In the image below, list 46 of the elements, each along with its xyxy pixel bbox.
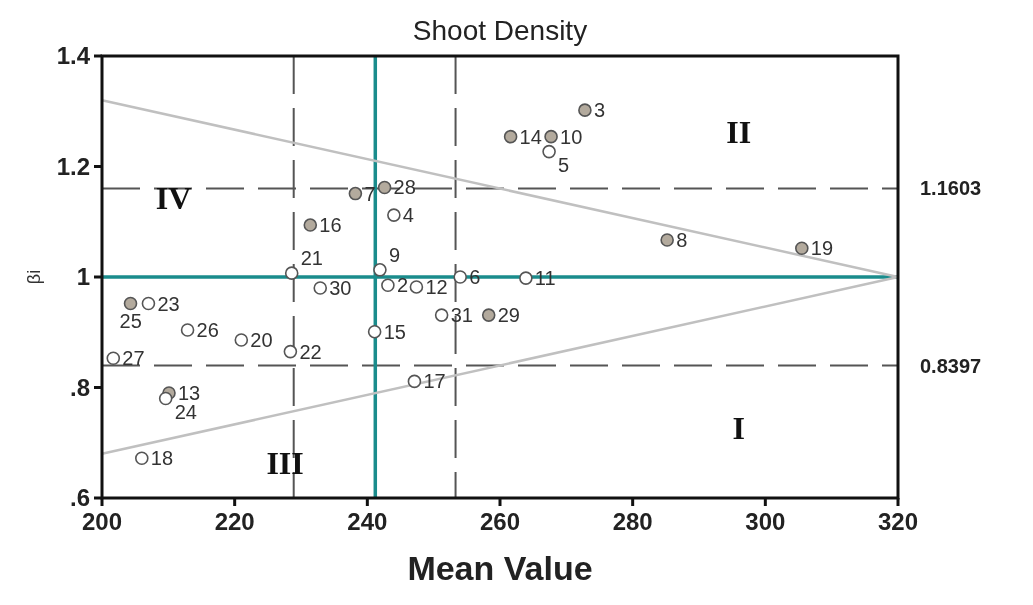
x-tick-label: 260 (479, 508, 521, 535)
annotation: 31 (450, 304, 473, 327)
annotation: III (266, 445, 304, 482)
x-tick-label: 320 (877, 508, 919, 535)
annotation: 21 (300, 247, 323, 270)
annotation: I (732, 410, 746, 447)
annotation: 29 (497, 304, 520, 327)
ref-line-label: 0.8397 (920, 354, 982, 377)
annotation: 15 (383, 320, 406, 343)
annotation: 28 (393, 176, 416, 199)
annotation: 26 (196, 319, 219, 342)
y-tick-label: .6 (69, 484, 90, 511)
annotation: 12 (425, 275, 448, 298)
y-tick-label: 1.2 (56, 152, 90, 180)
annotation: 30 (329, 277, 352, 300)
annotation: 10 (560, 125, 583, 148)
annotation: 23 (157, 292, 180, 315)
x-tick-label: 200 (81, 508, 123, 535)
chart-title: Shoot Density (412, 15, 588, 46)
annotation: 9 (388, 243, 401, 266)
annotation: 22 (299, 340, 322, 363)
annotation: 19 (810, 237, 834, 260)
y-axis-title: βi (24, 269, 44, 285)
annotation: 27 (122, 347, 145, 370)
x-tick-label: 220 (214, 508, 255, 535)
annotation: 5 (558, 153, 570, 176)
y-tick-label: 1 (76, 263, 90, 290)
annotation: 14 (519, 125, 542, 148)
x-tick-label: 240 (347, 508, 388, 535)
x-tick-label: 300 (745, 508, 786, 535)
annotation: 18 (150, 447, 174, 470)
annotation: 2 (396, 274, 409, 297)
annotation: 16 (319, 214, 342, 237)
annotation: IV (155, 180, 192, 217)
annotation: 3 (593, 99, 606, 122)
y-tick-label: .8 (69, 373, 90, 401)
annotation: 4 (402, 204, 414, 227)
x-axis-title: Mean Value (407, 549, 593, 587)
annotation: 8 (676, 228, 688, 251)
annotation: 25 (119, 309, 142, 332)
annotation: II (726, 113, 752, 150)
annotation: 20 (250, 328, 273, 351)
x-tick-label: 280 (612, 508, 653, 535)
ref-line-label: 1.1603 (920, 177, 982, 200)
annotation: 17 (423, 370, 446, 393)
y-tick-label: 1.4 (56, 42, 91, 69)
